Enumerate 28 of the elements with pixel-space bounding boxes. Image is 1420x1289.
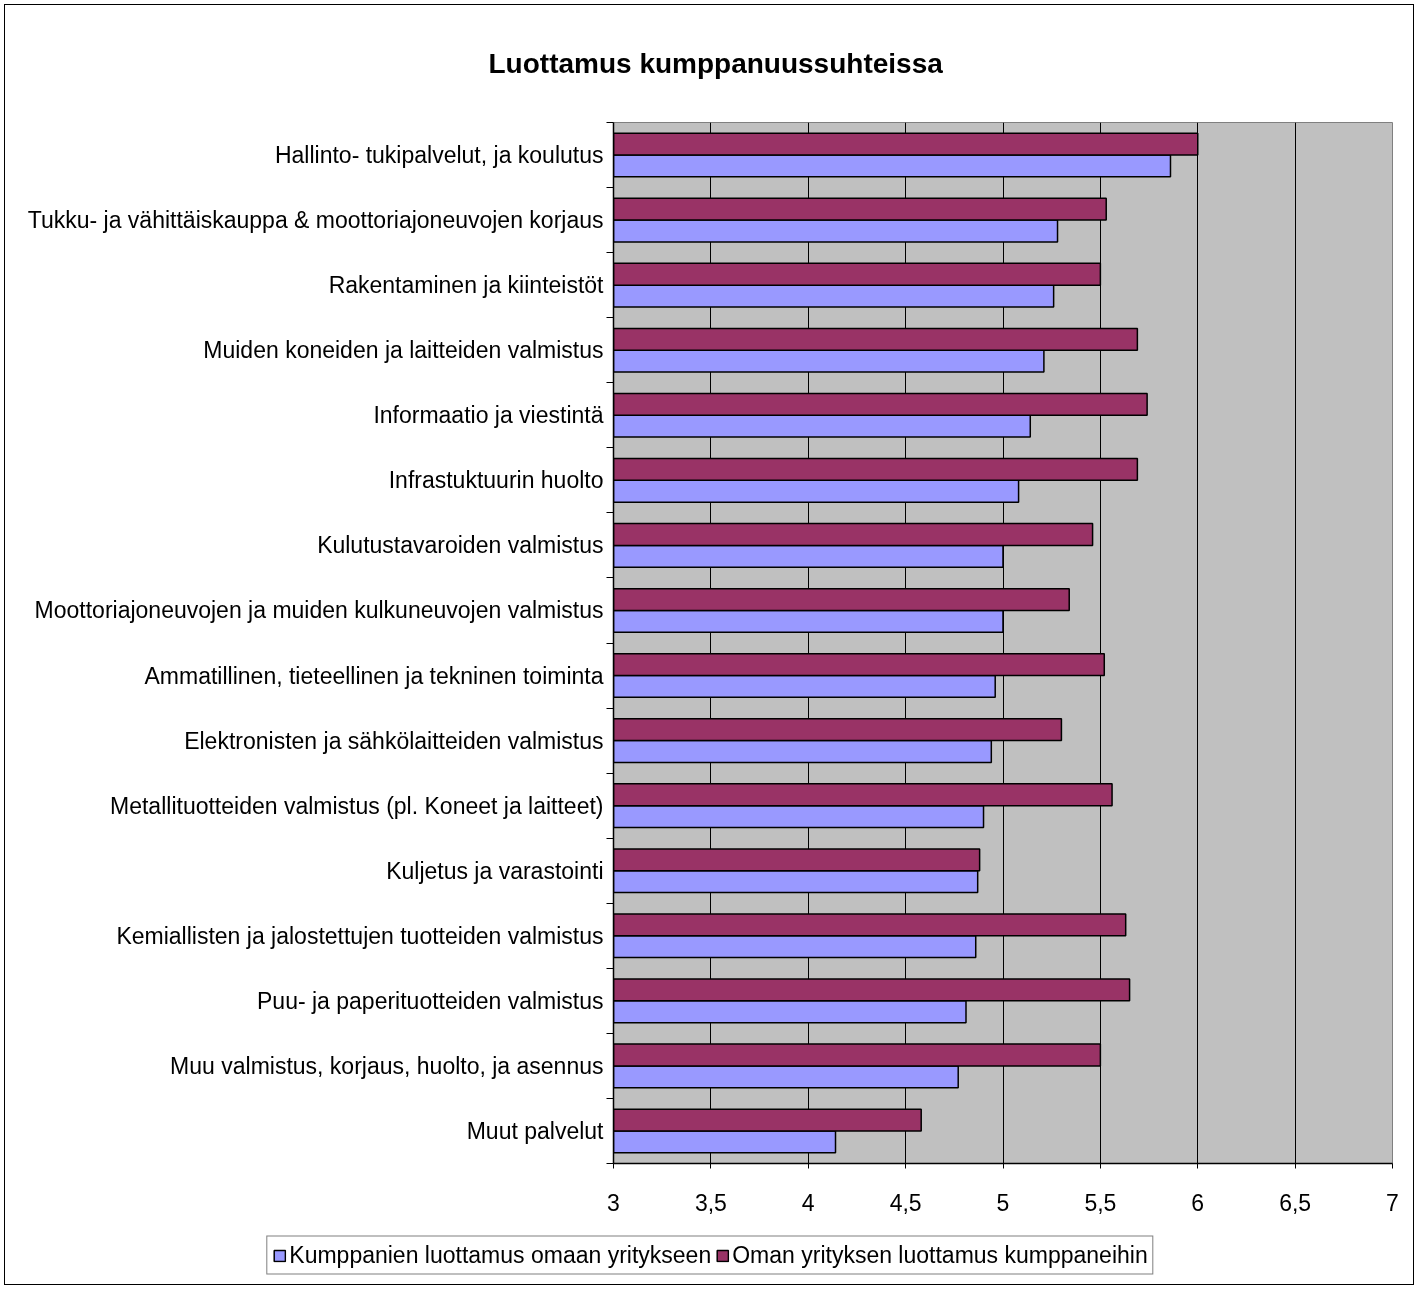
y-tick-label: Rakentaminen ja kiinteistöt bbox=[328, 272, 605, 299]
y-tick-label: Infrastuktuurin huolto bbox=[388, 467, 604, 494]
y-tick-label: Metallituotteiden valmistus (pl. Koneet ja laitteet) bbox=[110, 792, 604, 819]
y-tick-label: Muiden koneiden ja laitteiden valmistus bbox=[203, 337, 604, 364]
y-tick-label: Muut palvelut bbox=[466, 1117, 605, 1144]
x-tick-label: 5,5 bbox=[1084, 1189, 1117, 1216]
x-tick-label: 6,5 bbox=[1279, 1189, 1312, 1216]
legend-label: Oman yrityksen luottamus kumppaneihin bbox=[732, 1241, 1148, 1269]
y-tick-label: Kulutustavaroiden valmistus bbox=[317, 532, 604, 559]
y-tick-label: Muu valmistus, korjaus, huolto, ja asennus bbox=[170, 1052, 604, 1079]
y-tick-label: Informaatio ja viestintä bbox=[373, 402, 604, 429]
x-tick-label: 3 bbox=[607, 1189, 620, 1216]
y-tick-label: Tukku- ja vähittäiskauppa & moottoriajoneuvojen korjaus bbox=[27, 207, 604, 234]
x-tick-label: 5 bbox=[996, 1189, 1010, 1216]
y-tick-label: Moottoriajoneuvojen ja muiden kulkuneuvojen valmistus bbox=[34, 597, 604, 624]
x-tick-label: 4 bbox=[801, 1189, 815, 1216]
x-tick-label: 4,5 bbox=[889, 1189, 922, 1216]
x-tick-label: 7 bbox=[1386, 1189, 1399, 1216]
y-tick-label: Hallinto- tukipalvelut, ja koulutus bbox=[274, 142, 604, 169]
y-tick-label: Kemiallisten ja jalostettujen tuotteiden valmistus bbox=[116, 922, 604, 949]
y-tick-label: Puu- ja paperituotteiden valmistus bbox=[257, 987, 604, 1014]
legend-label: Kumppanien luottamus omaan yritykseen bbox=[289, 1241, 712, 1269]
x-tick-label: 6 bbox=[1191, 1189, 1205, 1216]
x-tick-label: 3,5 bbox=[694, 1189, 727, 1216]
y-tick-label: Ammatillinen, tieteellinen ja tekninen toiminta bbox=[144, 662, 604, 689]
y-tick-label: Kuljetus ja varastointi bbox=[386, 857, 604, 884]
y-tick-label: Elektronisten ja sähkölaitteiden valmistus bbox=[184, 727, 604, 754]
chart-title: Luottamus kumppanuussuhteissa bbox=[488, 48, 944, 79]
